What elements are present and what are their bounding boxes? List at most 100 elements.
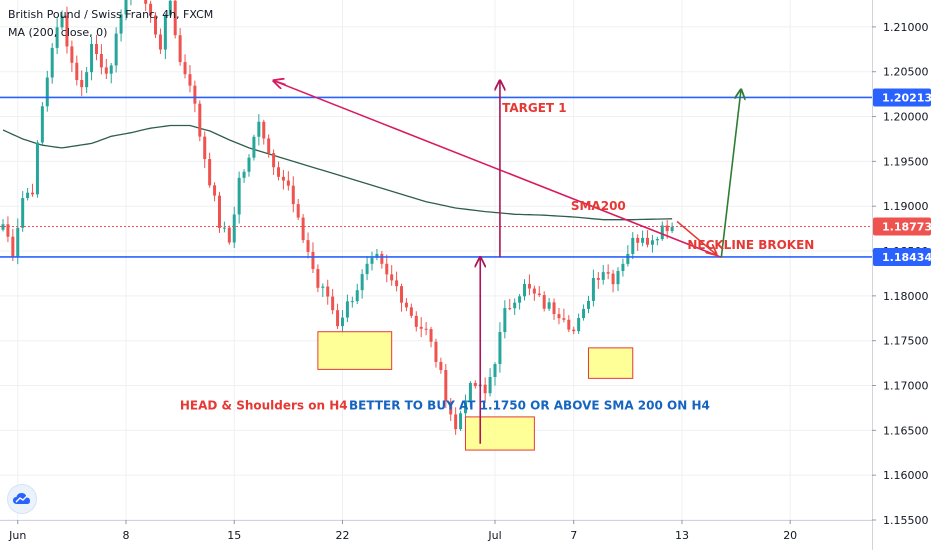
candle-body	[173, 0, 177, 36]
candle-body	[326, 286, 330, 297]
candle-body	[601, 272, 605, 280]
candle-body	[163, 15, 167, 50]
price-axis[interactable]: 1.210001.205001.200001.195001.190001.185…	[872, 0, 932, 550]
candle-body	[75, 62, 79, 81]
candle-body	[665, 225, 669, 232]
pattern-boxes-layer	[317, 331, 634, 451]
candle-body	[90, 43, 94, 73]
candle-body	[616, 271, 620, 285]
candle-body	[552, 302, 556, 315]
candle-body	[547, 302, 551, 309]
candle-body	[336, 310, 340, 327]
candle-body	[306, 240, 310, 252]
candle-body	[50, 47, 54, 78]
candle-body	[641, 237, 645, 243]
candle-body	[232, 214, 236, 243]
candle-body	[360, 274, 364, 291]
annotation-label: BETTER TO BUY AT 1.1750 OR ABOVE SMA 200…	[349, 399, 710, 413]
candle-body	[227, 227, 231, 243]
candle-body	[262, 121, 266, 139]
candle-body	[178, 35, 182, 63]
candle-body	[1, 224, 5, 230]
downtrend-line	[273, 79, 722, 259]
candle-body	[321, 286, 325, 288]
x-tick-label: 22	[335, 529, 349, 542]
candle-body	[94, 43, 98, 54]
candle-body	[419, 326, 423, 329]
candle-body	[557, 314, 561, 319]
candle-body	[670, 226, 674, 232]
candle-body	[385, 263, 389, 275]
candle-body	[463, 400, 467, 414]
annotation-label: HEAD & Shoulders on H4	[180, 399, 348, 413]
price-tag-label: 1.20213	[882, 91, 932, 104]
candle-body	[301, 217, 305, 241]
target-projection-line	[720, 90, 741, 258]
candle-body	[124, 0, 128, 15]
candle-body	[586, 300, 590, 309]
candle-body	[55, 27, 59, 48]
candle-body	[60, 15, 64, 28]
candle-body	[626, 253, 630, 264]
y-tick-label: 1.20500	[883, 66, 929, 79]
candle-body	[606, 272, 610, 274]
y-tick-label: 1.21000	[883, 21, 929, 34]
candle-body	[35, 142, 39, 195]
candle-body	[65, 15, 69, 47]
candle-body	[144, 0, 148, 4]
tradingview-logo[interactable]	[7, 484, 37, 514]
candle-body	[281, 176, 285, 181]
candle-body	[409, 307, 413, 316]
candle-body	[483, 384, 487, 394]
candle-body	[404, 302, 408, 308]
sma200-layer	[2, 124, 673, 221]
candle-body	[311, 251, 315, 270]
price-tag-label: 1.18434	[882, 251, 932, 264]
candle-body	[188, 74, 192, 86]
price-tag-bg	[873, 247, 931, 266]
head-box	[464, 416, 535, 451]
candle-body	[434, 341, 438, 362]
price-axis-bg	[872, 0, 932, 550]
x-tick-label: Jun	[8, 529, 26, 542]
candle-body	[449, 401, 453, 415]
candle-body	[498, 332, 502, 364]
left-shoulder-box	[317, 331, 393, 370]
candle-body	[267, 138, 271, 154]
candle-body	[193, 85, 197, 104]
candle-body	[26, 192, 30, 199]
candle-body	[380, 253, 384, 264]
candle-body	[370, 257, 374, 264]
y-tick-label: 1.16500	[883, 424, 929, 437]
candle-body	[203, 136, 207, 160]
candle-body	[16, 227, 20, 257]
price-tag-bg	[873, 88, 931, 107]
candle-body	[527, 283, 531, 289]
candle-body	[400, 286, 404, 303]
candle-body	[21, 198, 25, 228]
candle-body	[542, 295, 546, 309]
y-tick-label: 1.17000	[883, 380, 929, 393]
x-tick-label: 7	[570, 529, 577, 542]
candle-body	[217, 195, 221, 228]
candle-body	[439, 361, 443, 371]
x-tick-label: 8	[123, 529, 130, 542]
candle-body	[247, 157, 251, 172]
indicator-label[interactable]: MA (200, close, 0)	[8, 26, 108, 39]
symbol-title[interactable]: British Pound / Swiss Franc, 4h, FXCM	[8, 8, 214, 21]
candle-body	[473, 382, 477, 387]
candle-body	[316, 269, 320, 288]
candle-body	[621, 263, 625, 272]
candle-body	[631, 237, 635, 254]
candle-body	[109, 65, 113, 74]
candle-body	[31, 192, 35, 195]
candle-body	[85, 72, 89, 88]
candle-body	[99, 53, 103, 68]
x-tick-label: Jul	[487, 529, 501, 542]
x-tick-label: 13	[675, 529, 689, 542]
time-axis[interactable]: Jun 8 15 22 Jul 7 13 20	[0, 520, 872, 542]
candle-body	[503, 308, 507, 333]
candle-body	[198, 103, 202, 137]
candle-body	[158, 34, 162, 50]
